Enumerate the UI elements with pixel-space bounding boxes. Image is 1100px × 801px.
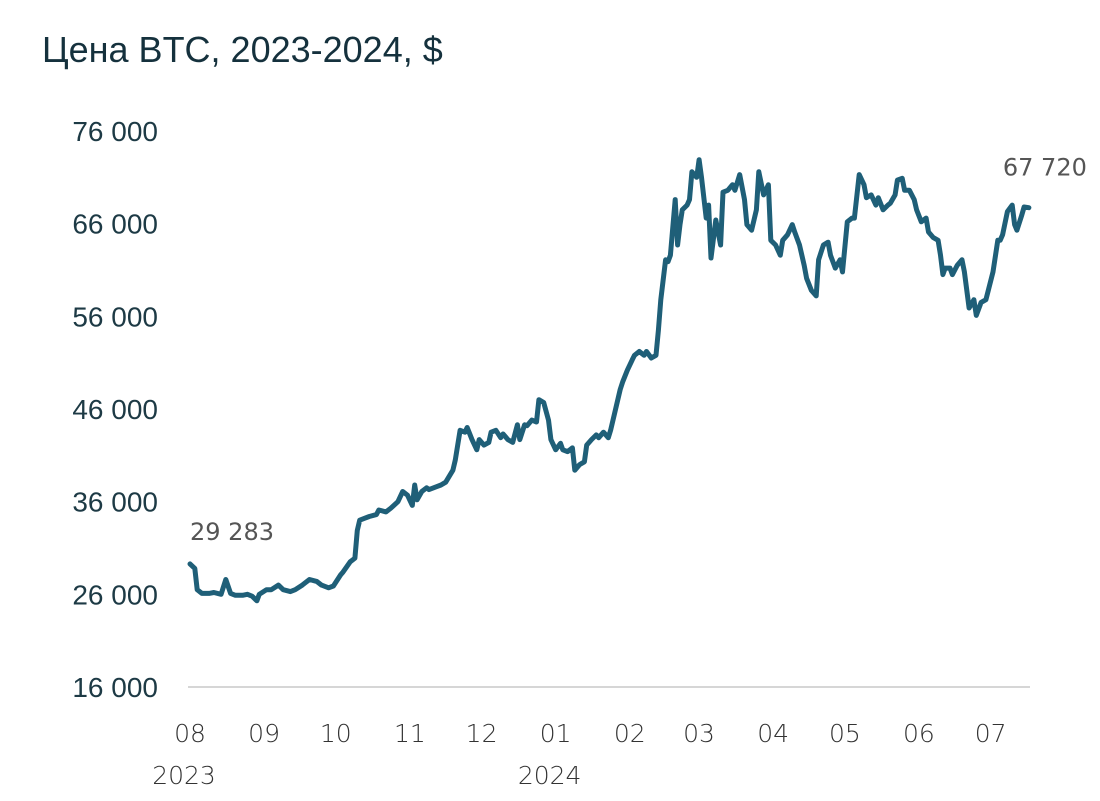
x-tick-label: 11 — [394, 719, 426, 748]
x-tick-label: 08 — [174, 719, 206, 748]
x-tick-label: 06 — [903, 719, 935, 748]
y-axis: 16 000 26 000 36 000 46 000 56 000 66 000 76 0… — [72, 116, 158, 703]
y-tick-label: 36 000 — [72, 487, 158, 518]
x-tick-label: 01 — [540, 719, 572, 748]
x-tick-label: 04 — [757, 719, 789, 748]
chart-title: Цена BTC, 2023-2024, $ — [42, 29, 443, 70]
x-tick-label: 07 — [975, 719, 1007, 748]
x-tick-label: 10 — [320, 719, 352, 748]
x-axis: 08 2023 09 10 11 12 01 2024 02 03 04 05 06 07 — [152, 719, 1006, 790]
x-tick-label: 02 — [614, 719, 646, 748]
x-tick-label: 09 — [248, 719, 280, 748]
annotations: 29 283 67 720 — [190, 154, 1087, 546]
y-tick-label: 46 000 — [72, 394, 158, 425]
x-year-label: 2023 — [152, 761, 216, 790]
x-tick-label: 12 — [466, 719, 498, 748]
x-year-label: 2024 — [518, 761, 582, 790]
start-value-label: 29 283 — [190, 518, 274, 546]
end-value-label: 67 720 — [1003, 154, 1087, 182]
y-tick-label: 26 000 — [72, 579, 158, 610]
y-tick-label: 76 000 — [72, 116, 158, 147]
x-tick-label: 03 — [683, 719, 715, 748]
y-tick-label: 66 000 — [72, 209, 158, 240]
series-group — [187, 157, 1032, 604]
x-tick-label: 05 — [829, 719, 861, 748]
y-tick-label: 56 000 — [72, 301, 158, 332]
y-tick-label: 16 000 — [72, 672, 158, 703]
btc-price-line — [187, 157, 1032, 604]
